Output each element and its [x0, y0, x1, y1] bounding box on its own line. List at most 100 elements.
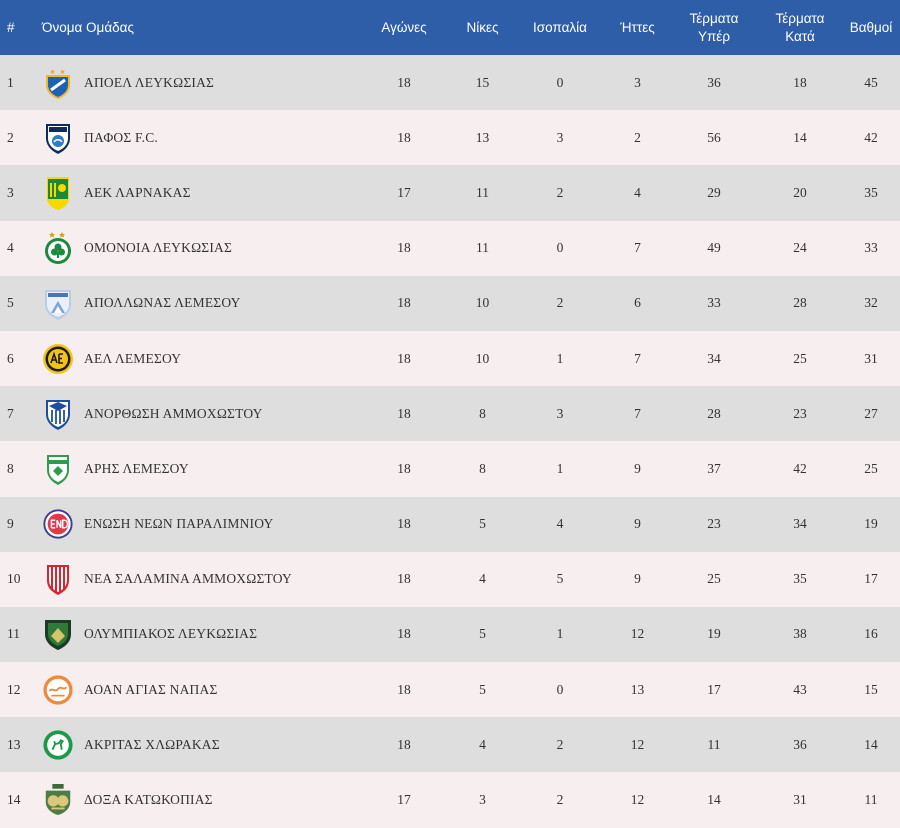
table-row[interactable]: 14 ΔΟΞΑ ΚΑΤΩΚΟΠΙΑΣ 17 3 2 12 14 31 11: [0, 772, 900, 828]
goals-for-cell: 33: [707, 295, 721, 311]
table-row[interactable]: 11 ΟΛΥΜΠΙΑΚΟΣ ΛΕΥΚΩΣΙΑΣ 18 5 1 12 19 38 16: [0, 606, 900, 663]
team-name[interactable]: ΟΜΟΝΟΙΑ ΛΕΥΚΩΣΙΑΣ: [84, 240, 233, 256]
team-name[interactable]: ΑΟΑΝ ΑΓΙΑΣ ΝΑΠΑΣ: [84, 681, 218, 697]
team-name-cell: ΑΝΟΡΘΩΣΗ ΑΜΜΟΧΩΣΤΟΥ: [38, 386, 358, 441]
position-cell: 9: [7, 516, 14, 532]
team-name[interactable]: ΝΕΑ ΣΑΛΑΜΙΝΑ ΑΜΜΟΧΩΣΤΟΥ: [84, 571, 292, 587]
team-name[interactable]: ΟΛΥΜΠΙΑΚΟΣ ΛΕΥΚΩΣΙΑΣ: [84, 626, 258, 642]
header-team-name[interactable]: Όνομα Ομάδας: [42, 19, 134, 35]
header-draws[interactable]: Ισοπαλία: [533, 19, 587, 35]
team-name[interactable]: ΑΕΚ ΛΑΡΝΑΚΑΣ: [84, 184, 191, 200]
header-losses[interactable]: Ήττες: [620, 19, 655, 35]
team-name-cell: ΑΟΑΝ ΑΓΙΑΣ ΝΑΠΑΣ: [38, 662, 358, 717]
team-link[interactable]: ΟΛΥΜΠΙΑΚΟΣ ΛΕΥΚΩΣΙΑΣ: [42, 616, 358, 652]
header-played[interactable]: Αγώνες: [381, 19, 427, 35]
position-cell: 6: [7, 350, 14, 366]
header-position[interactable]: #: [7, 19, 15, 35]
team-name[interactable]: ΑΠΟΕΛ ΛΕΥΚΩΣΙΑΣ: [84, 74, 215, 90]
team-link[interactable]: ΑΕΛ ΛΕΜΕΣΟΥ: [42, 341, 358, 377]
position-cell: 3: [7, 184, 14, 200]
losses-cell: 9: [634, 516, 641, 532]
goals-against-cell: 23: [793, 405, 807, 421]
losses-cell: 6: [634, 295, 641, 311]
team-link[interactable]: ΠΑΦΟΣ F.C.: [42, 120, 358, 156]
aris-crest-icon: [42, 451, 74, 487]
goals-against-cell: 42: [793, 460, 807, 476]
team-name-cell: ΟΛΥΜΠΙΑΚΟΣ ΛΕΥΚΩΣΙΑΣ: [38, 607, 358, 662]
team-name-cell: ΑΠΟΛΛΩΝΑΣ ΛΕΜΕΣΟΥ: [38, 276, 358, 331]
goals-for-cell: 56: [707, 129, 721, 145]
losses-cell: 7: [634, 350, 641, 366]
table-row[interactable]: 7 ΑΝΟΡΘΩΣΗ ΑΜΜΟΧΩΣΤΟΥ 18 8 3 7 28 23 27: [0, 386, 900, 442]
team-name[interactable]: ΕΝΩΣΗ ΝΕΩΝ ΠΑΡΑΛΙΜΝΙΟΥ: [84, 516, 274, 532]
goals-against-cell: 20: [793, 184, 807, 200]
ael-crest-icon: [42, 341, 74, 377]
team-link[interactable]: ΟΜΟΝΟΙΑ ΛΕΥΚΩΣΙΑΣ: [42, 230, 358, 266]
enp-crest-icon: [42, 506, 74, 542]
team-link[interactable]: ΑΕΚ ΛΑΡΝΑΚΑΣ: [42, 175, 358, 211]
team-link[interactable]: ΝΕΑ ΣΑΛΑΜΙΝΑ ΑΜΜΟΧΩΣΤΟΥ: [42, 561, 358, 597]
team-link[interactable]: ΑΠΟΛΛΩΝΑΣ ΛΕΜΕΣΟΥ: [42, 285, 358, 321]
position-cell: 11: [7, 626, 20, 642]
draws-cell: 3: [556, 129, 564, 145]
goals-for-cell: 19: [707, 626, 721, 642]
position-cell: 4: [7, 240, 14, 256]
played-cell: 18: [397, 405, 411, 421]
points-cell: 32: [864, 295, 878, 311]
team-link[interactable]: ΑΡΗΣ ΛΕΜΕΣΟΥ: [42, 451, 358, 487]
table-row[interactable]: 9 ΕΝΩΣΗ ΝΕΩΝ ΠΑΡΑΛΙΜΝΙΟΥ 18 5 4 9 23 34 19: [0, 496, 900, 552]
played-cell: 18: [397, 129, 411, 145]
header-goals-against[interactable]: Τέρματα Κατά: [775, 10, 825, 44]
table-row[interactable]: 6 ΑΕΛ ΛΕΜΕΣΟΥ 18 10 1 7 34 25 31: [0, 330, 900, 387]
team-name[interactable]: ΑΡΗΣ ΛΕΜΕΣΟΥ: [84, 460, 189, 476]
team-name[interactable]: ΠΑΦΟΣ F.C.: [84, 129, 158, 145]
goals-against-cell: 35: [793, 571, 807, 587]
table-row[interactable]: 10 ΝΕΑ ΣΑΛΑΜΙΝΑ ΑΜΜΟΧΩΣΤΟΥ 18 4 5 9 25 35 17: [0, 551, 900, 607]
team-link[interactable]: ΑΝΟΡΘΩΣΗ ΑΜΜΟΧΩΣΤΟΥ: [42, 396, 358, 432]
position-cell: 13: [7, 736, 21, 752]
table-row[interactable]: 5 ΑΠΟΛΛΩΝΑΣ ΛΕΜΕΣΟΥ 18 10 2 6 33 28 32: [0, 275, 900, 331]
team-link[interactable]: ΔΟΞΑ ΚΑΤΩΚΟΠΙΑΣ: [42, 782, 358, 818]
team-link[interactable]: ΕΝΩΣΗ ΝΕΩΝ ΠΑΡΑΛΙΜΝΙΟΥ: [42, 506, 358, 542]
akritas-crest-icon: [42, 727, 74, 763]
table-row[interactable]: 3 ΑΕΚ ΛΑΡΝΑΚΑΣ 17 11 2 4 29 20 35: [0, 165, 900, 221]
header-wins[interactable]: Νίκες: [466, 19, 499, 35]
wins-cell: 11: [476, 240, 489, 256]
table-row[interactable]: 2 ΠΑΦΟΣ F.C. 18 13 3 2 56 14 42: [0, 110, 900, 166]
draws-cell: 2: [556, 792, 564, 808]
losses-cell: 2: [634, 129, 641, 145]
team-name[interactable]: ΑΕΛ ΛΕΜΕΣΟΥ: [84, 350, 182, 366]
table-row[interactable]: 8 ΑΡΗΣ ΛΕΜΕΣΟΥ 18 8 1 9 37 42 25: [0, 441, 900, 497]
team-name[interactable]: ΑΠΟΛΛΩΝΑΣ ΛΕΜΕΣΟΥ: [84, 295, 241, 311]
table-row[interactable]: 4 ΟΜΟΝΟΙΑ ΛΕΥΚΩΣΙΑΣ 18 11 0 7 49 24 33: [0, 220, 900, 276]
team-link[interactable]: ΑΚΡΙΤΑΣ ΧΛΩΡΑΚΑΣ: [42, 727, 358, 763]
goals-against-cell: 28: [793, 295, 807, 311]
team-name[interactable]: ΑΚΡΙΤΑΣ ΧΛΩΡΑΚΑΣ: [84, 736, 220, 752]
losses-cell: 9: [634, 571, 641, 587]
team-link[interactable]: ΑΠΟΕΛ ΛΕΥΚΩΣΙΑΣ: [42, 65, 358, 101]
points-cell: 15: [864, 681, 878, 697]
goals-for-cell: 17: [707, 681, 721, 697]
team-name[interactable]: ΑΝΟΡΘΩΣΗ ΑΜΜΟΧΩΣΤΟΥ: [84, 405, 263, 421]
header-points[interactable]: Βαθμοί: [849, 19, 893, 35]
points-cell: 27: [864, 405, 878, 421]
team-name-cell: ΑΡΗΣ ΛΕΜΕΣΟΥ: [38, 441, 358, 496]
position-cell: 8: [7, 460, 14, 476]
table-row[interactable]: 12 ΑΟΑΝ ΑΓΙΑΣ ΝΑΠΑΣ 18 5 0 13 17 43 15: [0, 662, 900, 718]
draws-cell: 3: [556, 405, 564, 421]
table-row[interactable]: 13 ΑΚΡΙΤΑΣ ΧΛΩΡΑΚΑΣ 18 4 2 12 11 36 14: [0, 717, 900, 773]
table-row[interactable]: 1 ΑΠΟΕΛ ΛΕΥΚΩΣΙΑΣ 18 15 0 3 36 18 45: [0, 55, 900, 111]
header-goals-for[interactable]: Τέρματα Υπέρ: [689, 10, 739, 44]
goals-for-cell: 34: [707, 350, 721, 366]
points-cell: 31: [864, 350, 878, 366]
team-name[interactable]: ΔΟΞΑ ΚΑΤΩΚΟΠΙΑΣ: [84, 792, 213, 808]
points-cell: 11: [864, 792, 878, 808]
wins-cell: 4: [479, 571, 486, 587]
doxa-crest-icon: [42, 782, 74, 818]
team-name-cell: ΑΕΚ ΛΑΡΝΑΚΑΣ: [38, 165, 358, 220]
team-name-cell: ΑΠΟΕΛ ΛΕΥΚΩΣΙΑΣ: [38, 55, 358, 110]
draws-cell: 2: [556, 184, 564, 200]
points-cell: 35: [864, 184, 878, 200]
team-link[interactable]: ΑΟΑΝ ΑΓΙΑΣ ΝΑΠΑΣ: [42, 672, 358, 708]
